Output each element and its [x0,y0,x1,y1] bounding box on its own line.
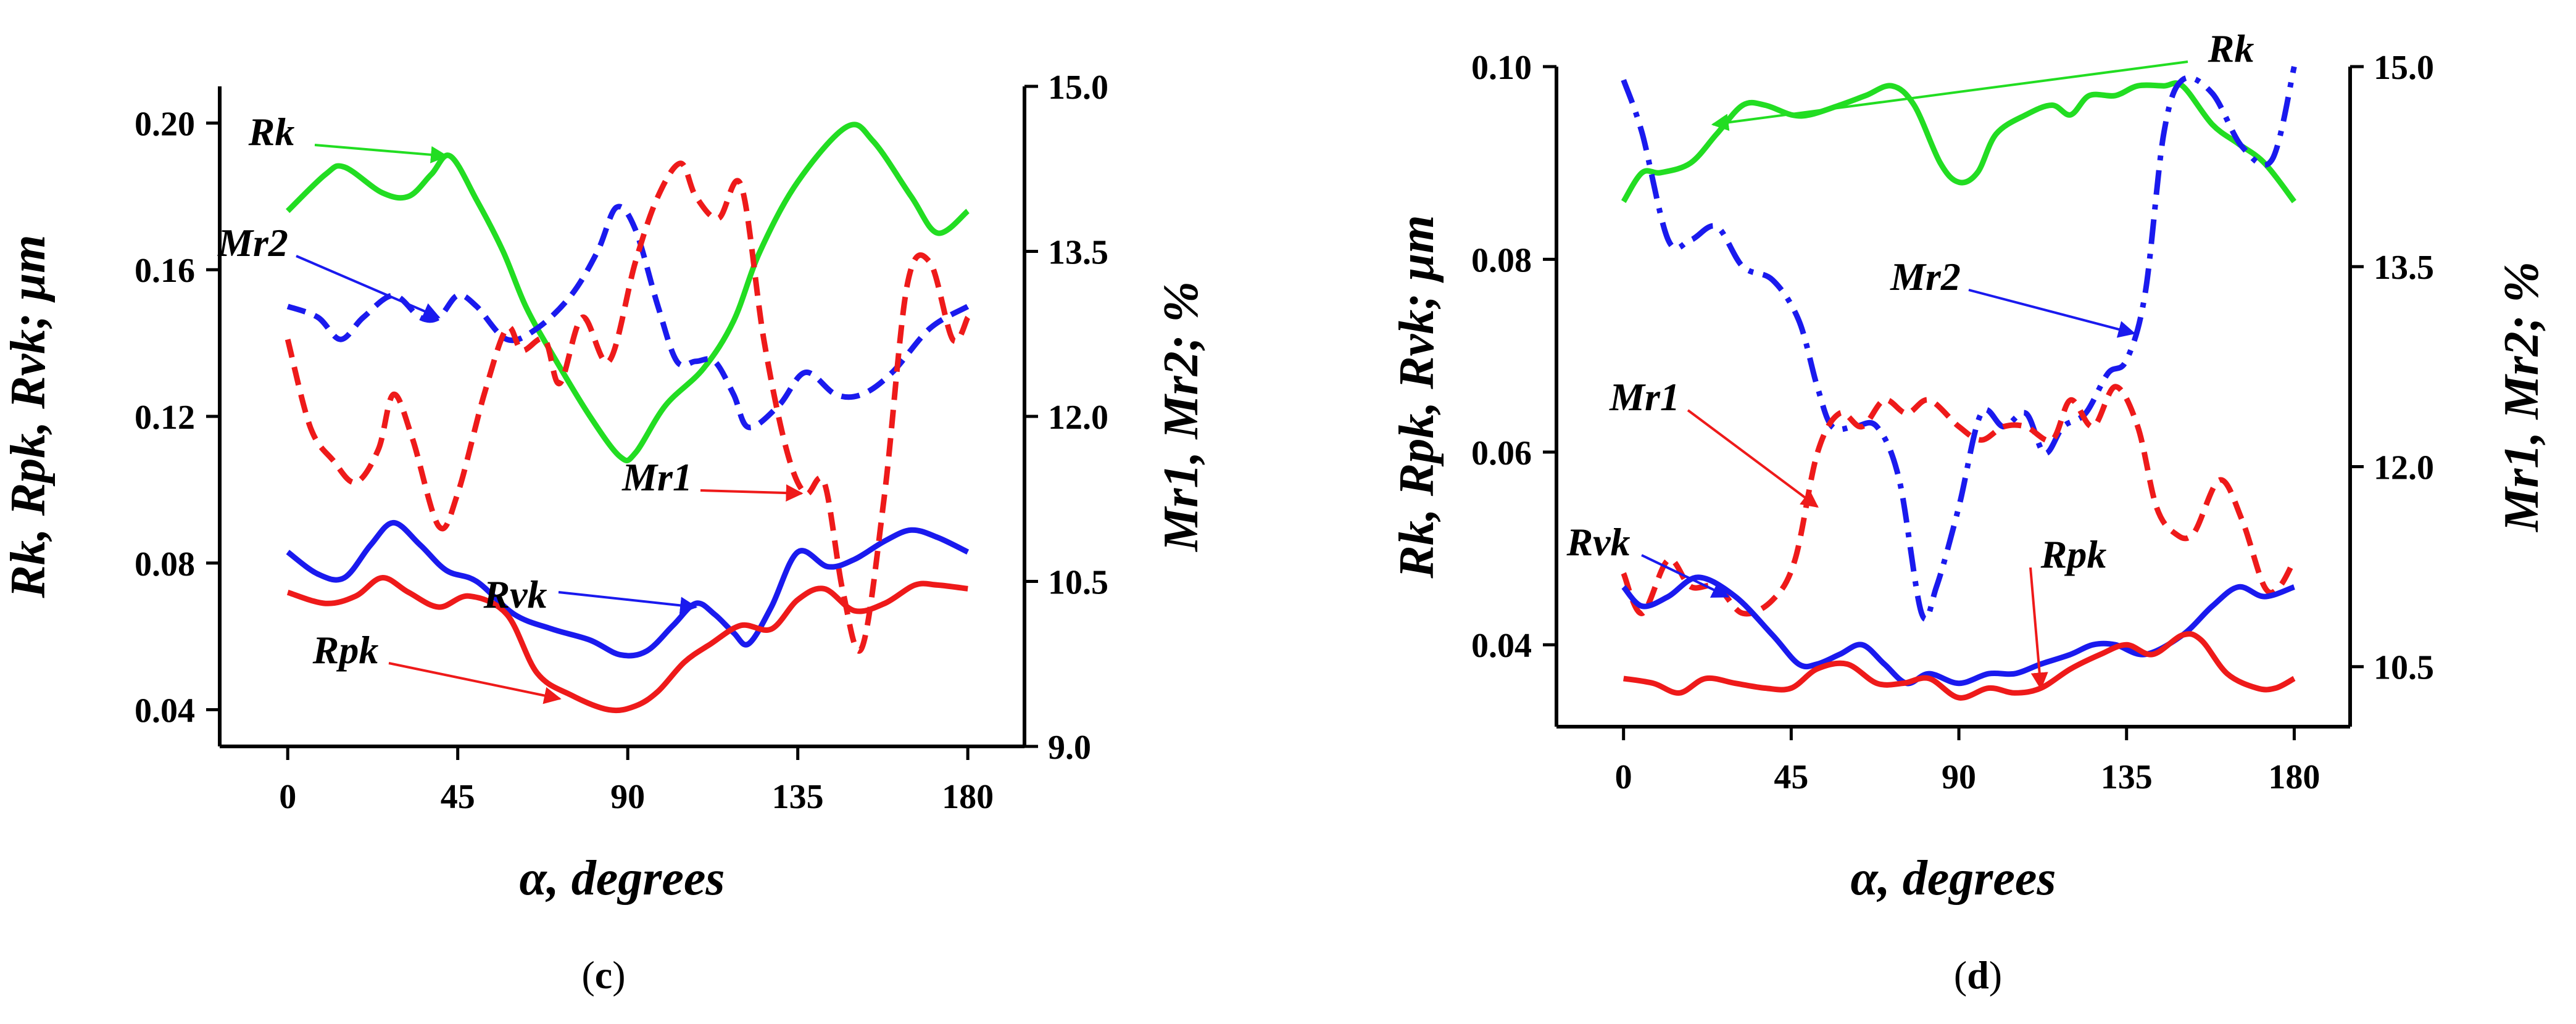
series-line-mr2 [1621,65,2297,622]
y-left-tick-label: 0.06 [1471,434,1532,473]
series-line-rk [1621,80,2296,204]
annotation-arrow-mr2 [1968,289,2136,338]
x-tick-label: 90 [1942,758,1976,796]
y-left-tick-label: 0.16 [135,252,195,290]
y-left-tick-label: 0.04 [135,692,195,730]
y-right-tick-label: 13.5 [2374,249,2434,287]
y-axis-left-title: Rk, Rpk, Rvk; μm [1,235,56,599]
series-line-mr2 [286,204,970,431]
x-axis-title: α, degrees [519,851,725,906]
y-left-tick-label: 0.10 [1471,49,1532,87]
annotation-rpk: Rpk [312,628,379,672]
y-right-tick-label: 10.5 [1048,564,1108,602]
annotation-rpk: Rpk [2040,532,2107,576]
annotation-arrow-mr2 [296,255,441,320]
y-left-tick-label: 0.08 [1471,241,1532,279]
y-right-tick-label: 13.5 [1048,234,1108,272]
annotation-rk: Rk [248,110,295,154]
y-axis-right-title: Mr1, Mr2; % [1154,281,1208,553]
y-right-tick-label: 9.0 [1048,729,1091,767]
annotation-rvk: Rvk [483,572,547,616]
y-right-tick-label: 12.0 [1048,398,1108,437]
panel-label: (d) [1954,953,2002,997]
x-tick-label: 45 [441,778,475,816]
x-tick-label: 135 [772,778,824,816]
x-tick-label: 45 [1774,758,1808,796]
y-right-tick-label: 15.0 [1048,68,1108,107]
annotation-arrow-rpk [388,662,562,704]
annotation-rk: Rk [2208,27,2254,70]
annotation-arrow-rk [1711,60,2188,131]
x-tick-label: 0 [279,778,296,816]
y-right-tick-label: 15.0 [2374,49,2434,87]
annotation-arrow-mr1 [700,484,804,502]
y-left-tick-label: 0.08 [135,545,195,584]
annotation-arrow-rvk [558,591,698,614]
series-line-rpk [1622,631,2296,701]
x-axis-title: α, degrees [1850,851,2056,906]
panel-c: 0 45 90 135 180 0.04 0.08 0.12 0.16 0.20 9.0 10.5 12… [1,68,1208,997]
annotation-arrow-rk [314,144,449,163]
y-axis-left-title: Rk, Rpk, Rvk; μm [1390,215,1444,579]
x-tick-label: 135 [2101,758,2153,796]
series-line-rk [286,122,970,464]
x-tick-label: 180 [942,778,994,816]
x-tick-label: 180 [2268,758,2320,796]
y-left-tick-label: 0.04 [1471,627,1532,665]
series-line-mr1 [1621,384,2297,617]
panel-label: (c) [581,953,625,997]
annotation-rvk: Rvk [1566,520,1630,564]
annotation-arrow-rpk [2029,567,2048,690]
panel-d: 0 45 90 135 180 0.04 0.06 0.08 0.10 10.5 12.0 13.5 1… [1390,27,2549,997]
annotation-mr2: Mr2 [217,221,288,265]
annotation-arrow-rvk [1641,554,1730,598]
annotation-mr2: Mr2 [1890,255,1961,299]
annotation-mr1: Mr1 [1609,375,1680,419]
annotation-arrow-mr1 [1687,409,1819,508]
y-right-tick-label: 10.5 [2374,649,2434,687]
series-line-rvk [286,519,970,659]
series-line-rpk [286,575,968,714]
x-tick-label: 0 [1615,758,1632,796]
y-left-tick-label: 0.12 [135,398,195,437]
x-tick-label: 90 [610,778,645,816]
y-left-tick-label: 0.20 [135,105,195,143]
annotation-mr1: Mr1 [621,455,692,499]
y-axis-right-title: Mr1, Mr2; % [2495,262,2549,533]
y-right-tick-label: 12.0 [2374,448,2434,487]
